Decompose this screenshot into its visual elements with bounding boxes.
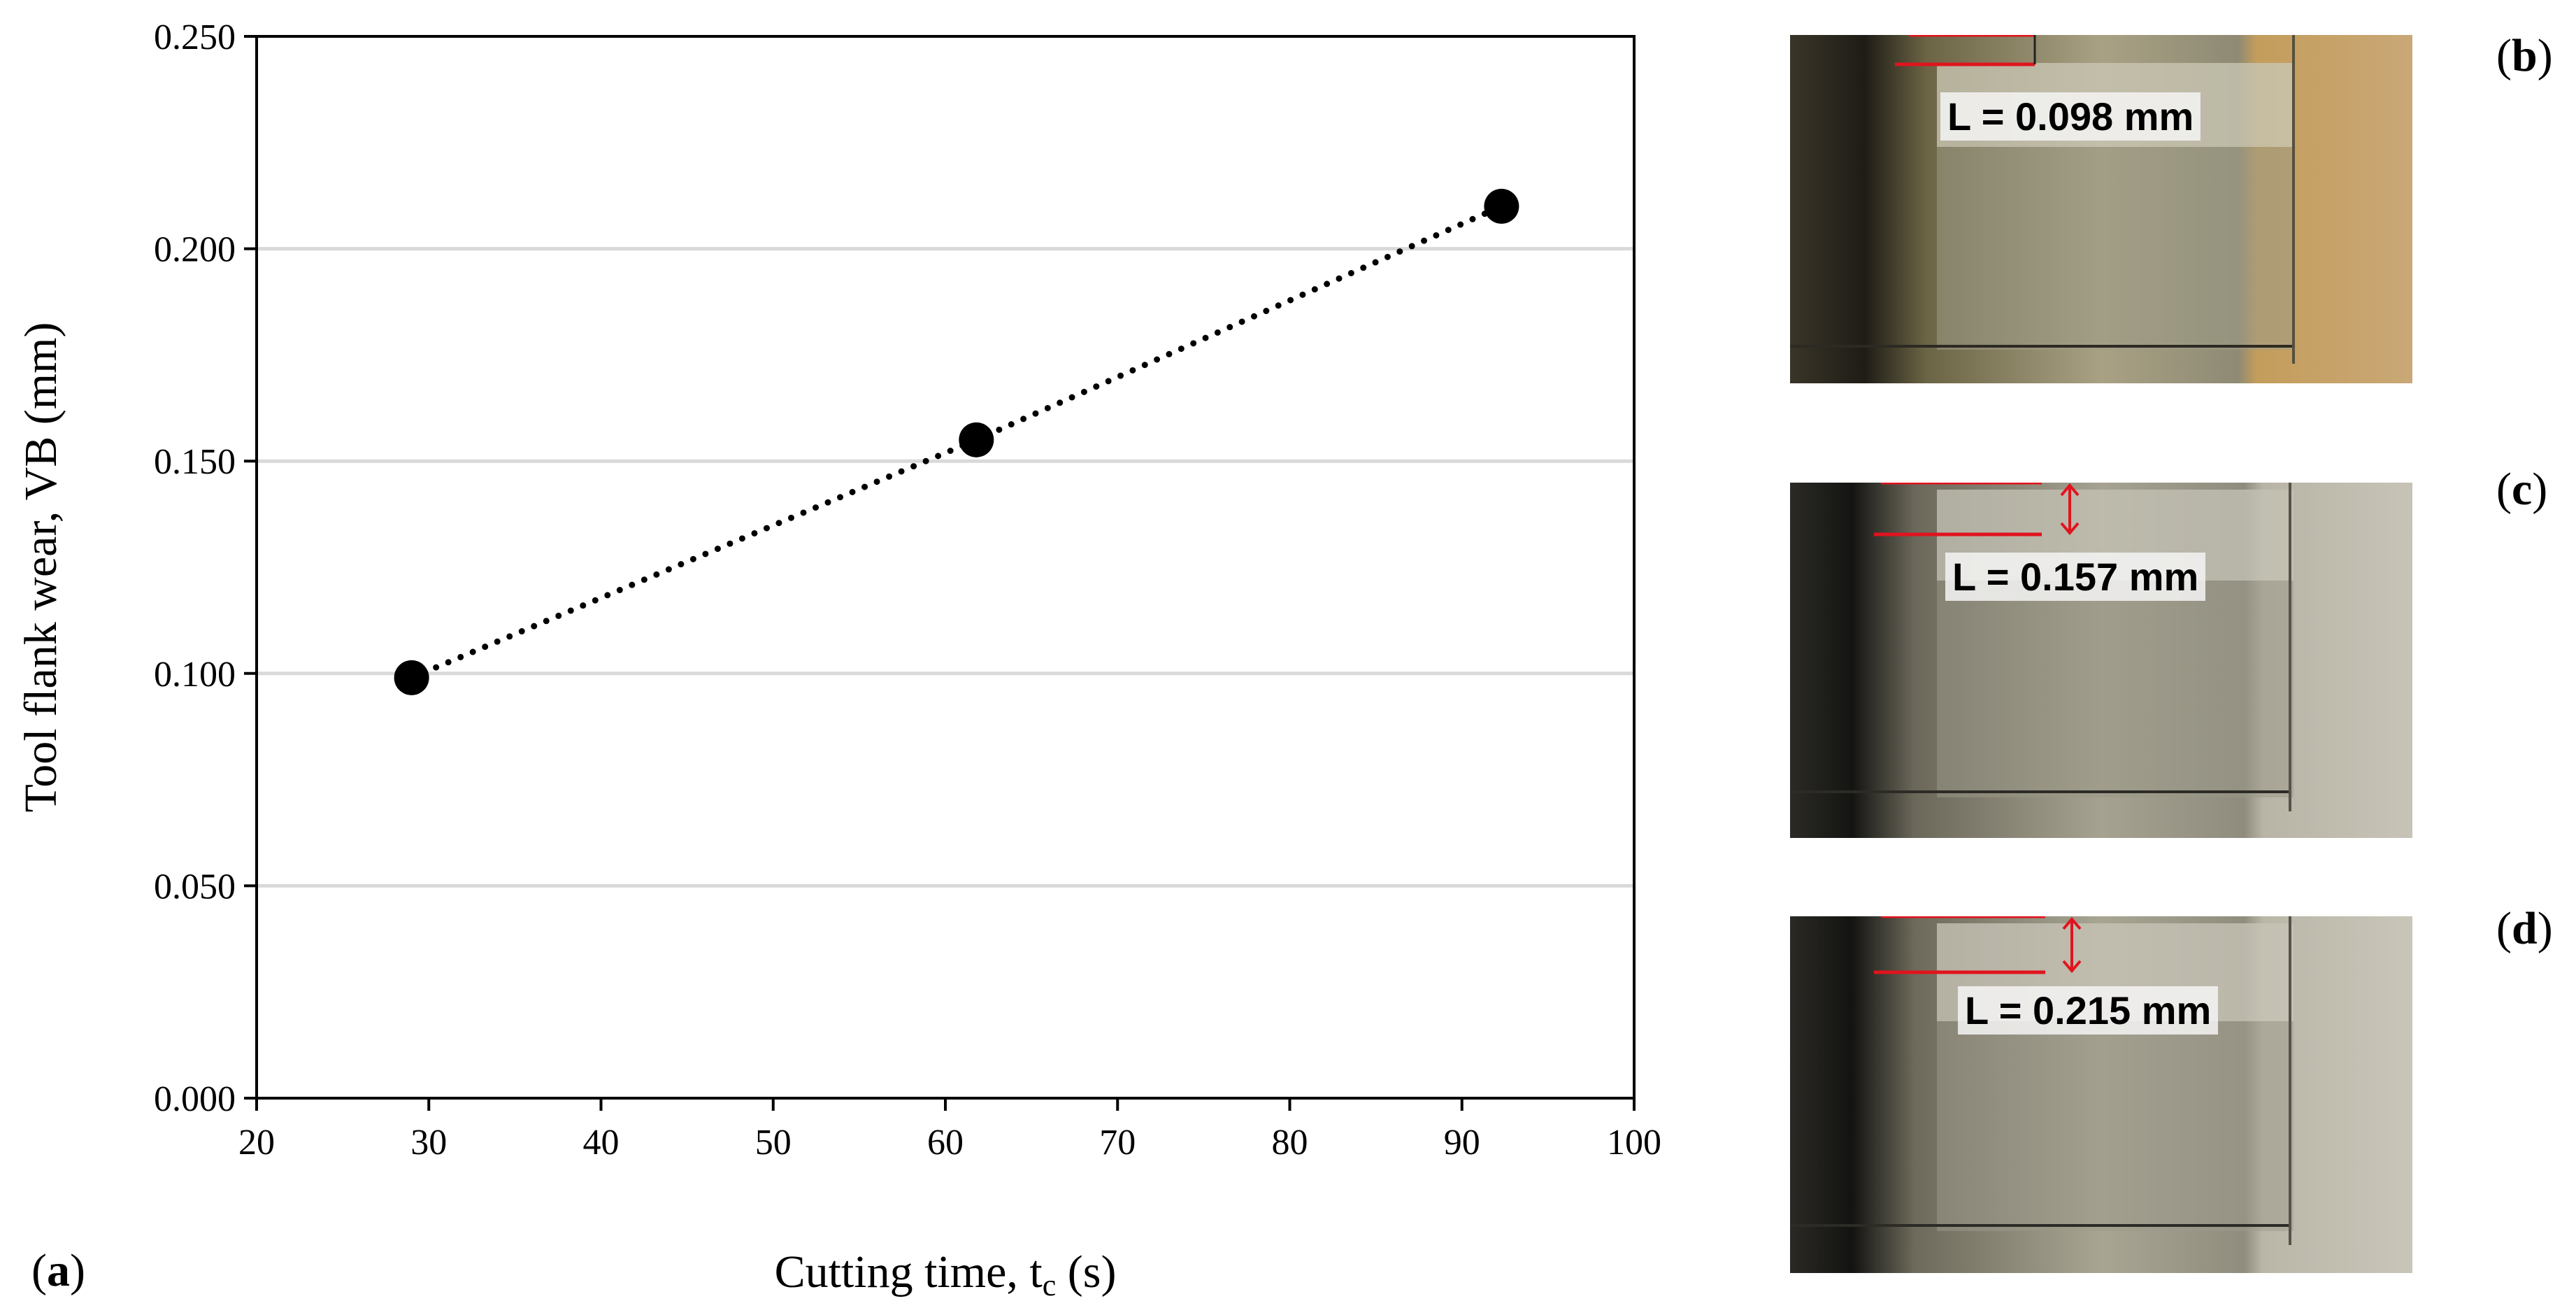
x-axis-title: Cutting time, tc (s) <box>775 1246 1117 1302</box>
plot-area-frame <box>255 35 1636 1100</box>
y-axis-title: Tool flank wear, VB (mm) <box>15 322 66 813</box>
y-tick-label: 0.100 <box>154 655 236 695</box>
y-tick-label: 0.150 <box>154 442 236 482</box>
x-tick-label: 90 <box>1444 1123 1480 1163</box>
x-axis-title-unit: (s) <box>1056 1246 1116 1298</box>
tool-insert-image-c <box>1790 483 2412 838</box>
x-axis-title-subscript: c <box>1043 1268 1057 1302</box>
data-point <box>394 660 429 695</box>
wear-photo-c: L = 0.157 mm <box>1790 483 2412 838</box>
wear-measurement-b: L = 0.098 mm <box>1940 92 2201 141</box>
y-tick-label: 0.250 <box>154 17 236 57</box>
y-axis: 0.000 0.050 0.100 0.150 0.200 0.250 <box>154 17 257 1119</box>
x-tick-label: 60 <box>927 1123 964 1163</box>
x-tick-label: 20 <box>238 1123 275 1163</box>
wear-measurement-d: L = 0.215 mm <box>1958 986 2219 1035</box>
x-tick-label: 30 <box>410 1123 447 1163</box>
data-series <box>394 188 1519 695</box>
panel-label-d: (d) <box>2496 903 2553 954</box>
x-tick-label: 50 <box>755 1123 792 1163</box>
x-tick-label: 80 <box>1272 1123 1308 1163</box>
x-axis-title-main: Cutting time, t <box>775 1246 1043 1298</box>
x-tick-label: 40 <box>583 1123 620 1163</box>
wear-photo-d: L = 0.215 mm <box>1790 916 2412 1273</box>
tool-insert-image-b <box>1790 35 2412 383</box>
y-tick-label: 0.050 <box>154 867 236 907</box>
y-tick-label: 0.000 <box>154 1079 236 1119</box>
data-point <box>1484 188 1519 224</box>
wear-photo-b: L = 0.098 mm <box>1790 35 2412 383</box>
data-point <box>959 422 994 457</box>
y-tick-label: 0.200 <box>154 230 236 270</box>
panel-label-b: (b) <box>2496 30 2553 81</box>
panel-label-a: (a) <box>31 1245 85 1296</box>
x-tick-label: 100 <box>1607 1123 1661 1163</box>
x-tick-label: 70 <box>1099 1123 1136 1163</box>
trend-line <box>408 203 1505 681</box>
flank-wear-chart: 0.000 0.050 0.100 0.150 0.200 0.250 20 30 40 50 6… <box>15 17 1661 1302</box>
wear-measurement-c: L = 0.157 mm <box>1945 553 2206 601</box>
x-axis: 20 30 40 50 60 70 80 90 100 <box>238 1098 1661 1163</box>
grid-lines <box>257 247 1634 888</box>
tool-insert-image-d <box>1790 916 2412 1273</box>
panel-label-c: (c) <box>2496 464 2548 515</box>
